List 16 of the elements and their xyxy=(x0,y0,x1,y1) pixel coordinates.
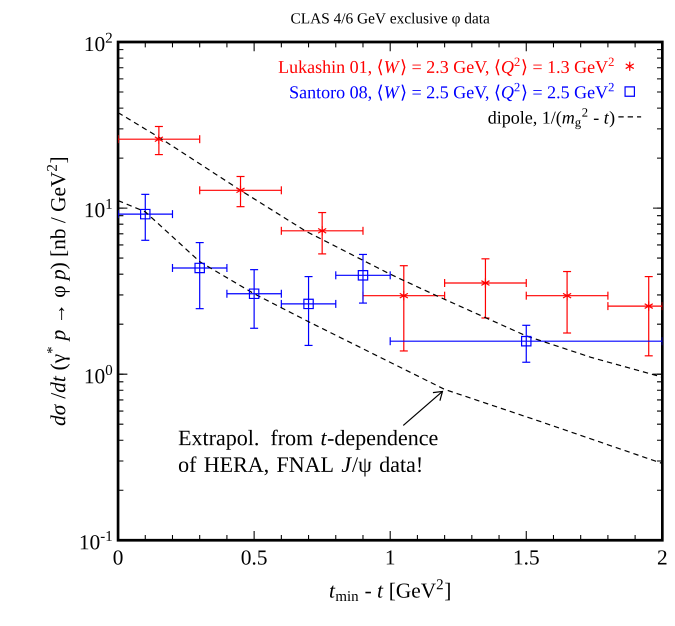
y-tick-label: 10$^{0}$ xyxy=(86,365,112,384)
legend-label: Lukashin 01, ⟨W⟩ = 2.3 GeV, ⟨Q$^{2}$⟩ = 1.3 GeV$^{2}$ xyxy=(278,58,614,76)
x-axis-title: t$_{min}$ - t [GeV$^{2}$] xyxy=(330,579,450,602)
text: dσ /dt (γ$^{*}$ p → φ p) [nb / GeV$^{2}$] xyxy=(46,158,70,426)
legend-label: dipole, 1/(m$_{g}$$^{2}$ - t) xyxy=(488,108,614,130)
y-tick-label: 10$^{-1}$ xyxy=(80,531,112,550)
y-tick-label: 10$^{1}$ xyxy=(86,199,112,218)
x-tick-label: 2 xyxy=(658,550,666,565)
legend-label: Santoro 08, ⟨W⟩ = 2.5 GeV, ⟨Q$^{2}$⟩ = 2.5 GeV$^{2}$ xyxy=(290,83,614,102)
annotation: Extrapol. from t-dependence of HERA, FNAL J/ψ data! xyxy=(178,430,438,477)
chart-title: CLAS 4/6 GeV exclusive φ data xyxy=(291,12,490,27)
x-tick-label: 1 xyxy=(386,550,394,565)
x-tick-label: 0 xyxy=(114,550,123,565)
x-tick-label: 0.5 xyxy=(242,550,267,565)
x-tick-label: 1.5 xyxy=(514,550,539,565)
y-tick-label: 10$^{2}$ xyxy=(86,32,112,52)
